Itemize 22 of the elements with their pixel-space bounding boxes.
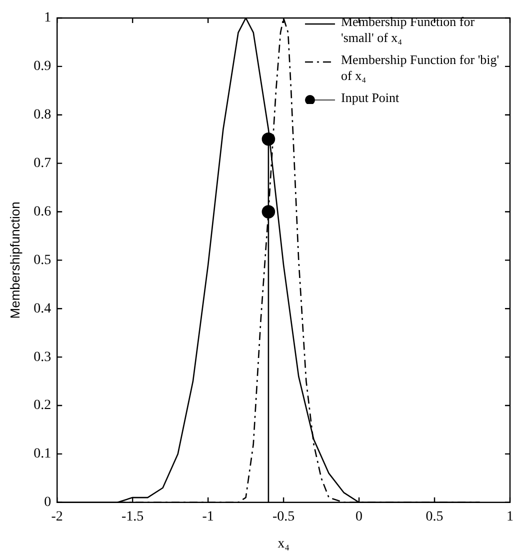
x-tick-label: 0 [356, 509, 363, 524]
y-tick-label: 0.5 [34, 252, 52, 268]
y-tick-label: 0.1 [34, 446, 52, 462]
y-tick-label: 0.7 [34, 156, 52, 171]
x-tick-label: -0.5 [272, 509, 295, 524]
y-tick-label: 0.4 [34, 301, 52, 316]
y-axis-title: Membershipfunction [7, 202, 22, 319]
legend-label: Input Point [341, 90, 400, 106]
y-tick-label: 0.8 [34, 108, 52, 123]
x-tick-label: -1 [202, 509, 214, 524]
x-tick-label: -2 [51, 509, 63, 524]
y-tick-label: 0.2 [34, 398, 52, 414]
y-tick-label: 0.6 [34, 204, 52, 220]
x-tick-label: 1 [506, 509, 514, 524]
y-tick-label: 1 [44, 10, 52, 26]
x-tick-label: -1.5 [121, 509, 144, 524]
x-tick-label: 0.5 [426, 509, 444, 524]
y-tick-label: 0 [44, 495, 52, 510]
legend-label: Membership Function for 'big' of x₄ [341, 52, 500, 84]
y-tick-label: 0.3 [34, 350, 52, 365]
y-tick-label: 0.9 [34, 59, 52, 74]
x-axis-title: x₄ [278, 536, 290, 552]
